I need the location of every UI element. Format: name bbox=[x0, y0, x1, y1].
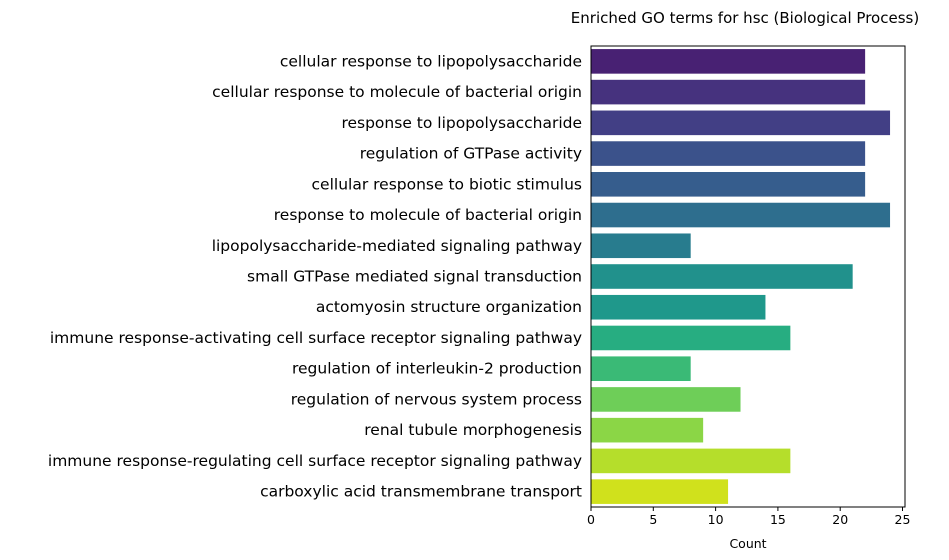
chart-title: Enriched GO terms for hsc (Biological Pr… bbox=[571, 9, 919, 27]
category-label: immune response-activating cell surface … bbox=[50, 329, 582, 347]
category-label: actomyosin structure organization bbox=[316, 298, 582, 316]
x-tick-label: 25 bbox=[895, 512, 911, 527]
bars-group bbox=[591, 49, 891, 504]
bar bbox=[591, 233, 691, 259]
x-axis-ticks: 0 5 10 15 20 25 bbox=[587, 507, 910, 527]
x-tick-label: 10 bbox=[708, 512, 724, 527]
category-label: response to lipopolysaccharide bbox=[341, 114, 582, 132]
bar bbox=[591, 202, 891, 228]
axes-frame bbox=[590, 45, 906, 508]
bar bbox=[591, 172, 866, 197]
category-label: small GTPase mediated signal transductio… bbox=[247, 268, 582, 286]
category-label: carboxylic acid transmembrane transport bbox=[260, 483, 582, 501]
bar bbox=[591, 79, 866, 105]
x-tick-label: 15 bbox=[770, 512, 786, 527]
bar bbox=[591, 417, 704, 443]
x-tick-label: 0 bbox=[587, 512, 595, 527]
category-label: response to molecule of bacterial origin bbox=[274, 206, 582, 224]
category-label: immune response-regulating cell surface … bbox=[48, 452, 582, 470]
bar bbox=[591, 141, 866, 166]
x-axis-label: Count bbox=[729, 536, 766, 551]
bar bbox=[591, 49, 866, 74]
category-label: cellular response to biotic stimulus bbox=[312, 175, 582, 193]
category-label: regulation of GTPase activity bbox=[360, 145, 582, 163]
bar bbox=[591, 479, 729, 504]
category-label: regulation of interleukin-2 production bbox=[292, 360, 582, 378]
category-label: renal tubule morphogenesis bbox=[364, 421, 582, 439]
x-tick-label: 20 bbox=[832, 512, 848, 527]
bar bbox=[591, 294, 766, 320]
category-label: regulation of nervous system process bbox=[291, 390, 582, 408]
bar bbox=[591, 110, 891, 136]
bar bbox=[591, 356, 691, 381]
category-labels: cellular response to lipopolysaccharide c… bbox=[48, 52, 582, 500]
x-tick-label: 5 bbox=[649, 512, 657, 527]
bar bbox=[591, 325, 791, 351]
bar bbox=[591, 264, 853, 289]
category-label: cellular response to molecule of bacteri… bbox=[212, 83, 582, 101]
bar bbox=[591, 448, 791, 474]
category-label: cellular response to lipopolysaccharide bbox=[280, 52, 582, 70]
category-label: lipopolysaccharide-mediated signaling pa… bbox=[212, 237, 582, 255]
bar bbox=[591, 387, 741, 412]
